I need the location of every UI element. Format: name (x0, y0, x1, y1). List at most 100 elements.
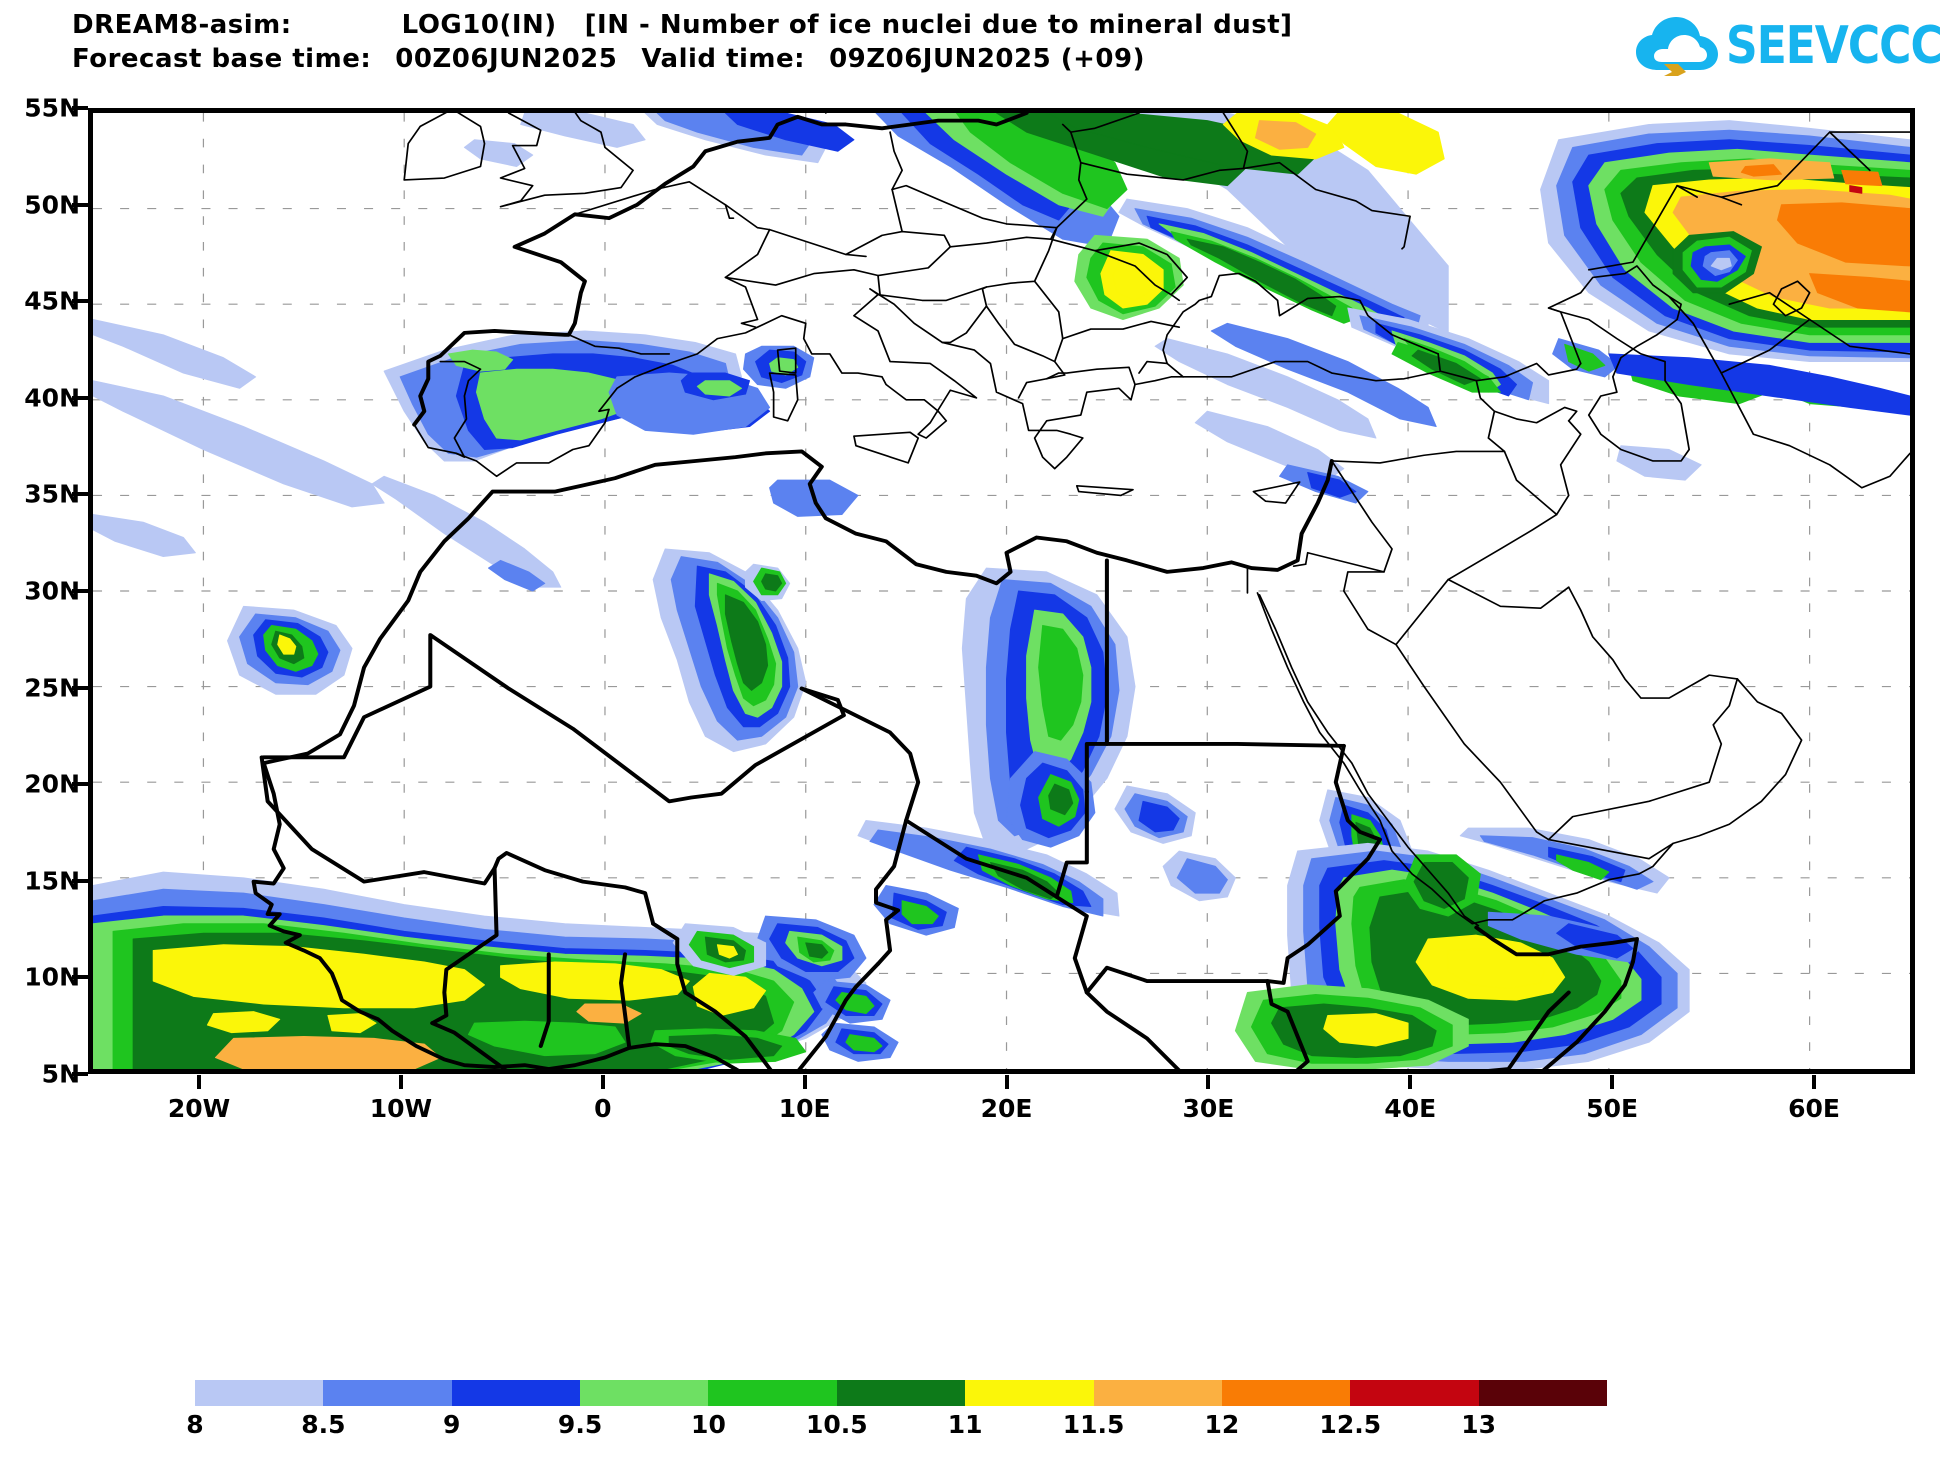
dust-core-yellow (206, 1011, 281, 1034)
geo-line (1045, 366, 1136, 386)
y-axis-tick (72, 878, 88, 883)
x-axis-tick (197, 1075, 202, 1089)
geo-line (1094, 249, 1173, 296)
colorbar-tick: 12.5 (1319, 1410, 1382, 1439)
x-axis-label: 10W (369, 1094, 433, 1123)
base-time-value: 00Z06JUN2025 (395, 44, 618, 74)
geo-line (1104, 742, 1346, 748)
geo-line (1447, 578, 1570, 610)
y-axis: 5N 10N 15N 20N 25N 30N 35N 40N 45N 50N 55N (0, 94, 88, 1089)
dust-contour (1616, 445, 1702, 481)
geo-line (1265, 743, 1382, 1069)
colorbar-tick: 10.5 (805, 1410, 868, 1439)
dust-contour (1154, 338, 1377, 439)
cloud-icon (1636, 17, 1718, 76)
dust-core-yellow (716, 944, 738, 959)
colorbar-band (1478, 1380, 1607, 1406)
y-axis-tick (72, 492, 88, 497)
geo-line (768, 372, 799, 422)
field-name: LOG10(IN) (401, 10, 557, 40)
dust-core-deep-orange (1841, 169, 1883, 187)
y-axis-label: 15N (24, 866, 80, 896)
dust-core-yellow (1447, 948, 1546, 990)
geo-line (651, 921, 680, 941)
y-axis-tick (72, 782, 88, 787)
x-axis-tick (1610, 1075, 1615, 1089)
valid-time-value: 09Z06JUN2025 (+09) (829, 44, 1145, 74)
geo-line (1330, 370, 1506, 464)
dust-core-red (1849, 185, 1863, 194)
dust-core-deep-orange (1809, 273, 1910, 313)
geo-line (981, 226, 1066, 399)
geo-line (413, 288, 1442, 478)
x-axis-label: 30E (1182, 1094, 1235, 1123)
geo-line (1079, 161, 1411, 250)
colorbar-tick: 11 (947, 1410, 983, 1439)
colorbar-band (836, 1380, 966, 1406)
geo-line (1069, 113, 1140, 133)
x-axis-label: 50E (1586, 1094, 1639, 1123)
y-axis-label: 20N (24, 769, 80, 799)
dust-contour (805, 942, 829, 959)
geo-line (1330, 420, 1582, 646)
dust-contour (901, 900, 939, 925)
map-plot-area (88, 108, 1915, 1074)
dust-contour (93, 514, 196, 558)
x-axis-label: 20E (980, 1094, 1033, 1123)
dust-core-deep-orange (1740, 164, 1783, 177)
colorbar-band (1093, 1380, 1222, 1406)
dust-contour (1411, 349, 1481, 385)
map-coastlines-borders (251, 113, 1910, 1069)
x-axis-tick (1206, 1075, 1211, 1089)
geo-line (891, 184, 1058, 248)
geo-line (261, 449, 1334, 765)
dust-contour (845, 1034, 883, 1053)
y-axis-tick (72, 299, 88, 304)
geo-line (1547, 307, 1582, 365)
dust-contour (1556, 923, 1634, 959)
x-axis-tick (1004, 1075, 1009, 1089)
dust-contour (1186, 238, 1337, 317)
x-axis-label: 0 (594, 1094, 612, 1123)
geo-line (1828, 131, 1871, 172)
geo-line (430, 1021, 507, 1069)
dust-contour (93, 380, 385, 508)
geo-line (567, 333, 671, 355)
geo-line (1503, 450, 1558, 516)
x-axis-tick (600, 1075, 605, 1089)
geo-line (1547, 265, 1691, 462)
geo-line (403, 113, 486, 181)
geo-line (1256, 586, 1803, 925)
colorbar-tick-labels: 8 8.5 9 9.5 10 10.5 11 11.5 12 12.5 13 (186, 1410, 1607, 1450)
geo-line (845, 253, 867, 258)
geo-line (1054, 789, 1089, 899)
geo-line (1547, 838, 1674, 860)
field-description: [IN - Number of ice nuclei due to minera… (584, 10, 1293, 40)
geo-line (1676, 184, 1699, 198)
dust-contour (1307, 471, 1357, 498)
dust-contour (488, 559, 546, 592)
valid-time-label: Valid time: (641, 44, 806, 74)
dust-contour-layer (93, 113, 1910, 1069)
header-line-2: Forecast base time: 00Z06JUN2025 Valid t… (72, 42, 1632, 76)
dust-core-yellow (277, 634, 297, 655)
dust-contour (1210, 322, 1437, 428)
geo-line (1252, 481, 1301, 504)
dust-concentration-map (93, 113, 1910, 1069)
dust-contour (463, 139, 534, 168)
y-axis-label: 55N (24, 93, 80, 123)
geo-line (799, 686, 921, 966)
dust-contour (1038, 624, 1084, 741)
dust-core-deep-orange (1776, 202, 1910, 267)
colorbar-tick: 8.5 (301, 1410, 346, 1439)
geo-line (1475, 362, 1582, 382)
geo-line (768, 228, 952, 277)
dust-contour (1176, 858, 1228, 894)
base-time-label: Forecast base time: (72, 44, 372, 74)
colorbar-band (323, 1380, 452, 1406)
colorbar-band (1350, 1380, 1479, 1406)
geo-line (724, 268, 881, 296)
geo-line (1488, 990, 1571, 1069)
dust-core-yellow (1323, 1013, 1409, 1047)
header: DREAM8-asim: LOG10(IN) [IN - Number of i… (72, 8, 1632, 76)
